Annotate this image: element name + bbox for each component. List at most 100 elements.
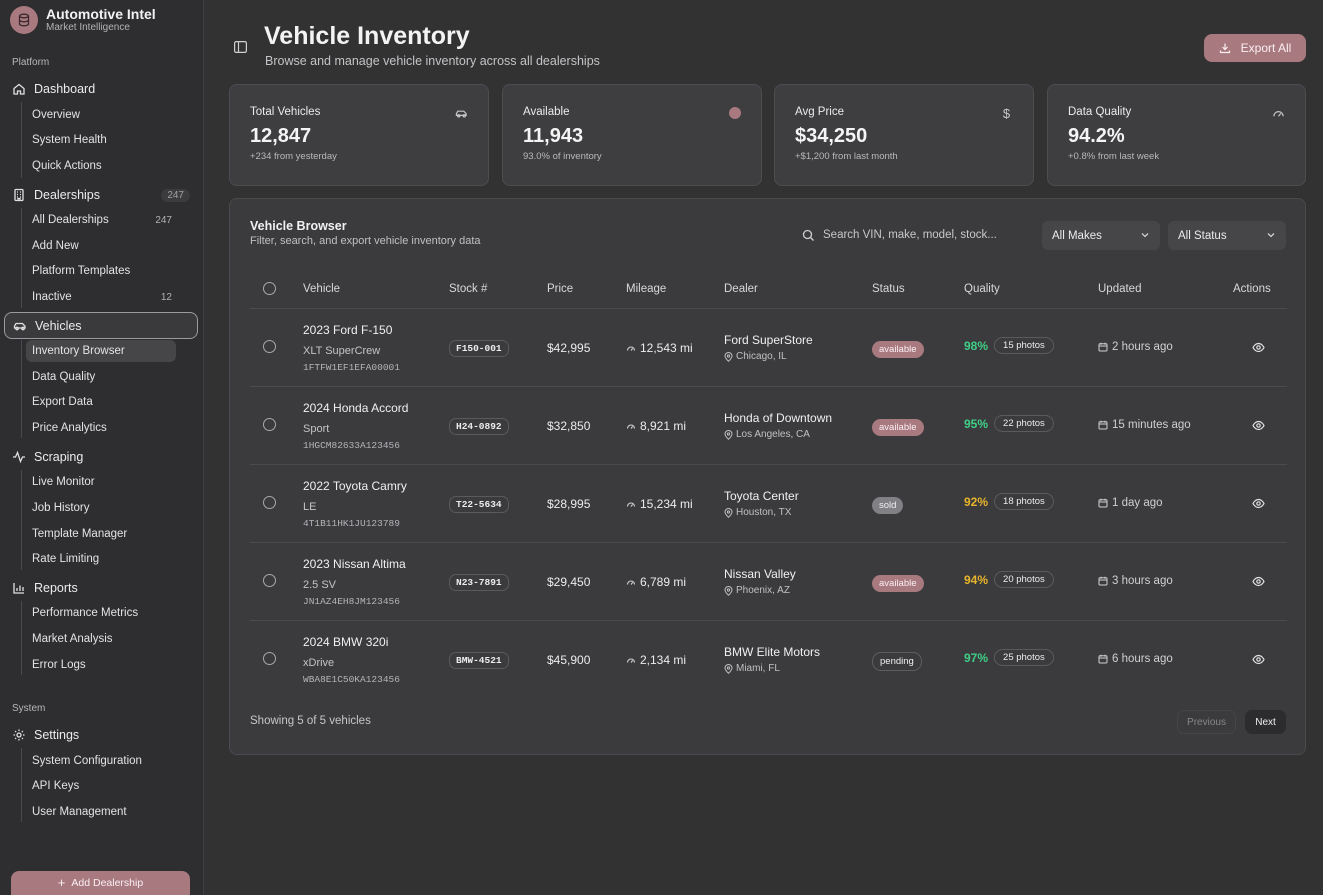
view-action[interactable] (1252, 419, 1265, 435)
column-header[interactable]: Updated (1098, 283, 1142, 295)
column-header[interactable]: Status (872, 283, 905, 295)
stat-note: +0.8% from last week (1068, 151, 1160, 162)
search-box[interactable] (800, 221, 1030, 249)
previous-page-button[interactable]: Previous (1177, 710, 1236, 734)
sidebar-section-dashboard[interactable]: Dashboard (4, 76, 198, 102)
price-cell: $45,900 (547, 653, 591, 667)
sidebar-item-live-monitor[interactable]: Live Monitor (32, 476, 95, 488)
search-input[interactable] (823, 229, 1023, 241)
sidebar-item-rate-limiting[interactable]: Rate Limiting (32, 553, 100, 565)
view-action[interactable] (1252, 653, 1265, 669)
eye-icon[interactable] (1252, 575, 1265, 588)
column-header[interactable]: Dealer (724, 283, 758, 295)
sidebar-item-label: All Dealerships (32, 214, 109, 226)
sidebar-item-market-analysis[interactable]: Market Analysis (32, 633, 113, 645)
brand[interactable]: Automotive Intel Market Intelligence (10, 6, 156, 34)
sidebar-item-system-configuration[interactable]: System Configuration (32, 755, 142, 767)
next-page-button[interactable]: Next (1245, 710, 1286, 734)
vehicle-trim: Sport (303, 423, 330, 435)
gauge-icon (626, 346, 636, 351)
vehicle-cell: 2024 BMW 320i xDrive WBA8E1C50KA123456 (303, 635, 400, 685)
sidebar-item-user-management[interactable]: User Management (32, 806, 127, 818)
sidebar-item-count: 12 (160, 291, 172, 303)
updated-cell: 15 minutes ago (1098, 419, 1191, 431)
updated-cell: 3 hours ago (1098, 575, 1173, 587)
row-select-checkbox[interactable] (263, 496, 276, 509)
makes-filter-select[interactable]: All Makes (1042, 221, 1160, 250)
export-all-button[interactable]: Export All (1204, 34, 1306, 62)
sidebar-item-inactive[interactable]: Inactive 12 (26, 286, 176, 308)
stock-cell: F150-001 (449, 339, 509, 357)
sidebar-item-system-health[interactable]: System Health (32, 134, 107, 146)
sidebar-section-label: Dealerships (34, 188, 101, 202)
sidebar-item-job-history[interactable]: Job History (32, 502, 90, 514)
column-header[interactable]: Vehicle (303, 283, 341, 295)
eye-icon[interactable] (1252, 653, 1265, 666)
dealer-location-text: Los Angeles, CA (736, 429, 810, 440)
map-pin-icon (724, 429, 733, 440)
dealer-name[interactable]: Ford SuperStore (724, 333, 813, 347)
stat-note: +$1,200 from last month (795, 151, 898, 162)
stock-cell: T22-5634 (449, 495, 509, 513)
sidebar-section-scraping[interactable]: Scraping (4, 444, 198, 470)
eye-icon[interactable] (1252, 419, 1265, 432)
vehicle-vin: 4T1B11HK1JU123789 (303, 518, 400, 529)
sidebar-item-data-quality[interactable]: Data Quality (32, 371, 96, 383)
table-row[interactable]: 2023 Nissan Altima 2.5 SV JN1AZ4EH8JM123… (250, 543, 1287, 621)
dealer-name[interactable]: Nissan Valley (724, 567, 796, 581)
sidebar-item-all-dealerships[interactable]: All Dealerships 247 (26, 209, 176, 231)
add-dealership-button[interactable]: + Add Dealership (11, 871, 190, 895)
sidebar-item-platform-templates[interactable]: Platform Templates (26, 260, 176, 282)
sidebar-section-reports[interactable]: Reports (4, 575, 198, 601)
sidebar-item-export-data[interactable]: Export Data (32, 396, 93, 408)
sidebar-item-error-logs[interactable]: Error Logs (32, 659, 86, 671)
sidebar-item-overview[interactable]: Overview (32, 109, 80, 121)
column-header[interactable]: Mileage (626, 283, 667, 295)
vehicle-name: 2024 Honda Accord (303, 401, 409, 415)
dealer-name[interactable]: Toyota Center (724, 489, 799, 503)
table-row[interactable]: 2023 Ford F-150 XLT SuperCrew 1FTFW1EF1E… (250, 309, 1287, 387)
sidebar-item-price-analytics[interactable]: Price Analytics (32, 422, 107, 434)
stat-value: 11,943 (523, 125, 584, 147)
sidebar-item-quick-actions[interactable]: Quick Actions (32, 160, 102, 172)
sidebar-item-inventory-browser[interactable]: Inventory Browser (26, 340, 176, 362)
photos-badge: 15 photos (994, 337, 1054, 354)
price-cell: $29,450 (547, 575, 591, 589)
eye-icon[interactable] (1252, 497, 1265, 510)
dealer-cell: Honda of Downtown Los Angeles, CA (724, 411, 832, 440)
column-header[interactable]: Price (547, 283, 574, 295)
view-action[interactable] (1252, 497, 1265, 513)
column-header[interactable]: Quality (964, 283, 1000, 295)
gauge-icon (626, 424, 636, 429)
gauge-icon (626, 580, 636, 585)
select-all-checkbox[interactable] (263, 282, 276, 295)
row-select-checkbox[interactable] (263, 418, 276, 431)
sidebar-section-vehicles[interactable]: Vehicles (4, 312, 198, 339)
mileage-cell: 15,234 mi (626, 497, 693, 511)
row-select-checkbox[interactable] (263, 652, 276, 665)
vehicle-name: 2023 Nissan Altima (303, 557, 406, 571)
stat-card-total-vehicles: Total Vehicles 12,847 +234 from yesterda… (229, 84, 489, 186)
sidebar-item-performance-metrics[interactable]: Performance Metrics (32, 607, 139, 619)
stock-badge: N23-7891 (449, 574, 509, 591)
mileage-cell: 12,543 mi (626, 341, 693, 355)
view-action[interactable] (1252, 575, 1265, 591)
row-select-checkbox[interactable] (263, 340, 276, 353)
table-row[interactable]: 2022 Toyota Camry LE 4T1B11HK1JU123789 T… (250, 465, 1287, 543)
dealer-name[interactable]: BMW Elite Motors (724, 645, 821, 659)
sidebar-item-template-manager[interactable]: Template Manager (32, 528, 128, 540)
table-row[interactable]: 2024 Honda Accord Sport 1HGCM82633A12345… (250, 387, 1287, 465)
row-select-checkbox[interactable] (263, 574, 276, 587)
status-filter-value: All Status (1178, 229, 1227, 242)
table-row[interactable]: 2024 BMW 320i xDrive WBA8E1C50KA123456 B… (250, 621, 1287, 699)
sidebar-item-api-keys[interactable]: API Keys (32, 780, 80, 792)
eye-icon[interactable] (1252, 341, 1265, 354)
sidebar-section-dealerships[interactable]: Dealerships 247 (4, 182, 198, 208)
status-filter-select[interactable]: All Status (1168, 221, 1286, 250)
dealer-name[interactable]: Honda of Downtown (724, 411, 833, 425)
sidebar-item-add-new[interactable]: Add New (26, 235, 176, 257)
sidebar-section-settings[interactable]: Settings (4, 722, 198, 748)
sidebar-toggle-icon[interactable] (234, 41, 247, 53)
view-action[interactable] (1252, 341, 1265, 357)
column-header[interactable]: Stock # (449, 283, 488, 295)
